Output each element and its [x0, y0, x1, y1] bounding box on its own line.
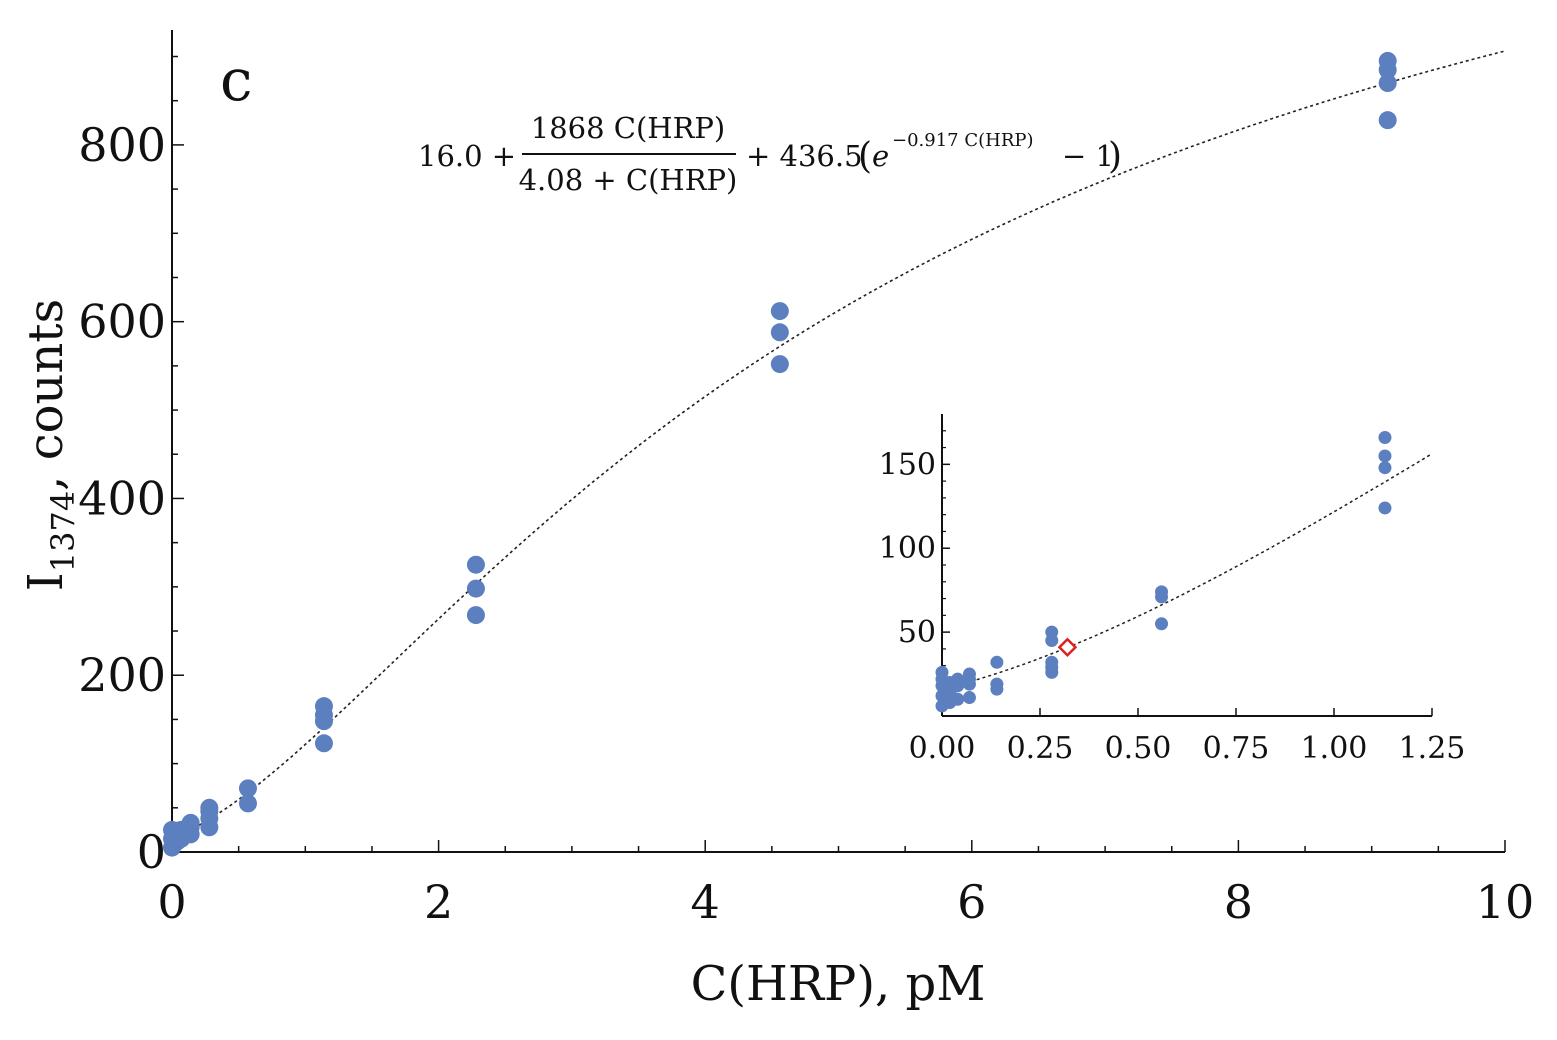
- formula-numerator: 1868 C(HRP): [531, 111, 725, 145]
- inset-data-point: [1378, 501, 1392, 515]
- inset-y-tick-label: 150: [879, 447, 936, 482]
- y-tick-label: 800: [78, 118, 166, 172]
- main-data-point: [314, 734, 333, 753]
- main-data-point: [1378, 51, 1397, 70]
- inset-fit-line: [941, 453, 1433, 690]
- inset-x-tick-label: 0.50: [1105, 731, 1172, 766]
- formula-exp-tail: − 1: [1062, 139, 1114, 173]
- main-data-point: [1378, 111, 1397, 130]
- main-data-point: [1378, 74, 1397, 93]
- inset-data-point: [990, 677, 1004, 691]
- main-fit-curve: [171, 50, 1506, 839]
- inset-x-tick-label: 0.75: [1203, 731, 1270, 766]
- inset-data-point: [1378, 449, 1392, 463]
- inset-x-tick-label: 0.25: [1007, 731, 1074, 766]
- inset-data-point: [990, 655, 1004, 669]
- y-tick-label: 200: [78, 648, 166, 702]
- formula-denominator: 4.08 + C(HRP): [519, 163, 738, 197]
- main-data-point: [770, 302, 789, 321]
- inset-data-point: [962, 667, 976, 681]
- main-data-point: [466, 579, 485, 598]
- inset-fit-path: [941, 453, 1433, 690]
- inset-data-point: [951, 672, 965, 686]
- x-tick-label: 6: [957, 875, 986, 929]
- main-data-point: [770, 355, 789, 374]
- y-axis-title-rest: , counts: [18, 299, 74, 491]
- y-tick-label: 0: [137, 825, 166, 879]
- x-tick-label: 2: [424, 875, 453, 929]
- y-axis-title-main: I: [18, 572, 74, 591]
- formula-paren-open: (: [858, 136, 872, 177]
- y-tick-label: 400: [78, 471, 166, 525]
- inset-x-tick-label: 1.00: [1301, 731, 1368, 766]
- inset-highlight-marker: [1057, 637, 1078, 657]
- inset-x-tick-label: 0.00: [909, 731, 976, 766]
- main-data-point: [466, 606, 485, 625]
- inset-x-tick-label: 1.25: [1399, 731, 1466, 766]
- inset-data-points: [935, 430, 1392, 713]
- main-data-points: [163, 51, 1397, 857]
- inset-y-tick-label: 100: [879, 531, 936, 566]
- x-tick-label: 0: [157, 875, 186, 929]
- inset-axes: 0.00 0.25 0.50 0.75 1.00 1.25 50 100 150: [879, 414, 1466, 766]
- main-data-point: [181, 813, 200, 832]
- formula-constant: 16.0 +: [418, 139, 516, 173]
- x-tick-label: 10: [1476, 875, 1535, 929]
- panel-label: c: [220, 46, 252, 114]
- main-fit-path: [171, 50, 1506, 839]
- y-axis-title: I1374, counts: [18, 299, 82, 591]
- formula-exp-power: −0.917 C(HRP): [892, 130, 1034, 151]
- inset-data-point: [935, 665, 949, 679]
- formula-term: + 436.5: [746, 139, 863, 173]
- inset-data-point: [1155, 617, 1169, 631]
- y-tick-label: 600: [78, 295, 166, 349]
- inset-data-point: [1045, 655, 1059, 669]
- inset-data-point: [1155, 585, 1169, 599]
- main-data-point: [200, 798, 219, 817]
- main-data-point: [466, 555, 485, 574]
- inset-y-tick-label: 50: [898, 615, 936, 650]
- main-data-point: [238, 794, 257, 813]
- x-tick-label: 8: [1224, 875, 1253, 929]
- formula-paren-close: ): [1108, 136, 1122, 177]
- y-axis-title-subscript: 1374: [44, 491, 82, 572]
- main-data-point: [770, 323, 789, 342]
- inset-data-point: [1378, 430, 1392, 444]
- inset-data-point: [951, 692, 965, 706]
- main-data-point: [314, 697, 333, 716]
- inset-data-point: [1378, 461, 1392, 475]
- fit-formula: 16.0 + 1868 C(HRP) 4.08 + C(HRP) + 436.5…: [418, 111, 1122, 197]
- main-data-point: [238, 779, 257, 798]
- formula-exp-base: e: [872, 139, 889, 173]
- inset-data-point: [962, 691, 976, 705]
- x-axis-title: C(HRP), pM: [691, 956, 986, 1012]
- inset-data-point: [1045, 625, 1059, 639]
- x-tick-label: 4: [691, 875, 720, 929]
